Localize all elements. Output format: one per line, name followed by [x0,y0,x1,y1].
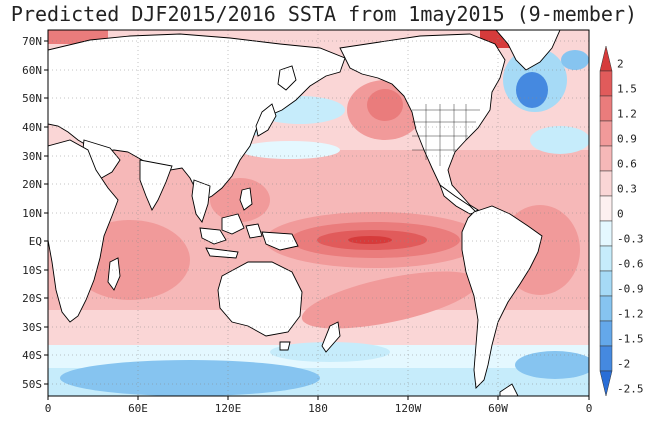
colorbar-swatch [599,45,613,72]
colorbar-label: 0.9 [617,133,637,146]
lat-label: 40S [22,349,42,362]
colorbar-swatch [599,345,613,372]
colorbar-swatch [599,320,613,347]
lon-label: 180 [308,402,328,415]
colorbar-swatch [599,120,613,147]
lon-label: 0 [586,402,593,415]
colorbar-label: -1.5 [617,333,644,346]
lat-label: 50S [22,378,42,391]
lat-label: 10N [22,207,42,220]
lat-label: 50N [22,92,42,105]
lat-label: 60N [22,64,42,77]
colorbar-swatch [599,370,613,397]
latitude-labels: 70N 60N 50N 40N 30N 20N 10N EQ 10S 20S 30S 40S 50S [22,35,48,391]
lat-label: 30S [22,321,42,334]
colorbar-label: 1.2 [617,108,637,121]
colorbar-swatch [599,70,613,97]
lat-label: 20N [22,178,42,191]
australia [217,261,303,337]
colorbar-swatch [599,145,613,172]
africa [48,139,119,323]
lat-label: 30N [22,150,42,163]
lon-label: 120W [395,402,422,415]
state-borders [412,104,480,166]
colorbar-label: 0.6 [617,158,637,171]
colorbar-swatch [599,220,613,247]
lon-label: 120E [215,402,242,415]
colorbar-label: -1.2 [617,308,644,321]
colorbar-label: 1.5 [617,83,637,96]
map-title: Predicted DJF2015/2016 SSTA from 1may201… [10,2,638,26]
colorbar-label: 0.3 [617,183,637,196]
colorbar-swatch [599,195,613,222]
colorbar-swatch [599,95,613,122]
colorbar-label: -0.9 [617,283,644,296]
south-america [461,205,543,389]
greenland [495,30,561,71]
lat-label: 20S [22,292,42,305]
india [139,159,173,211]
continents [48,30,561,396]
colorbar-label: 2 [617,58,624,71]
longitude-labels: 0 60E 120E 180 120W 60W 0 [45,396,593,415]
lat-label: 40N [22,121,42,134]
colorbar: 2 1.5 1.2 0.9 0.6 0.3 0 -0.3 -0.6 -0.9 -1.2 -1.5 -2 -… [599,45,644,397]
colorbar-label: -0.6 [617,258,644,271]
graticule [48,30,589,396]
colorbar-label: -2.5 [617,383,644,396]
colorbar-label: -0.3 [617,233,644,246]
lat-label: EQ [29,235,42,248]
north-america [339,33,506,213]
lat-label: 10S [22,264,42,277]
colorbar-swatch [599,170,613,197]
colorbar-swatch [599,270,613,297]
colorbar-label: 0 [617,208,624,221]
lon-label: 60E [128,402,148,415]
colorbar-label: -2 [617,358,630,371]
colorbar-swatch [599,245,613,272]
lon-label: 0 [45,402,52,415]
lon-label: 60W [488,402,508,415]
lat-label: 70N [22,35,42,48]
colorbar-swatch [599,295,613,322]
